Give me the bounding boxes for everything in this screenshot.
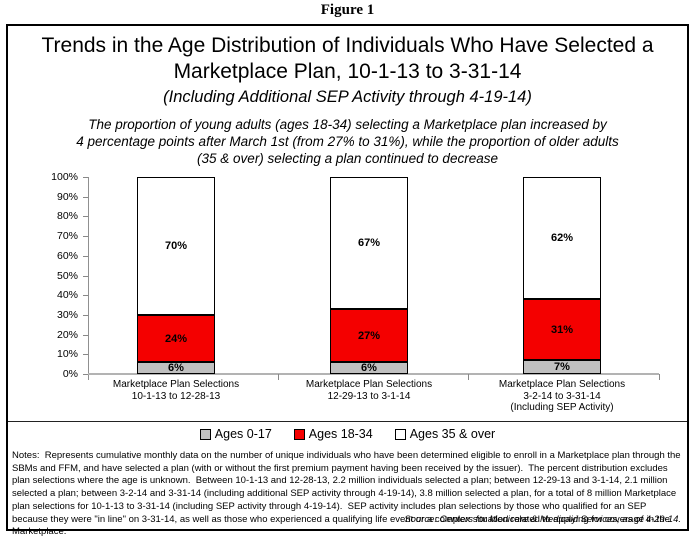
legend-label: Ages 0-17 [214,427,272,441]
legend-label: Ages 35 & over [409,427,496,441]
legend-swatch [394,428,406,440]
chart-subtitle: (Including Additional SEP Activity throu… [163,88,532,106]
chart-description: The proportion of young adults (ages 18-… [40,116,655,167]
legend-item: Ages 35 & over [394,427,496,441]
description-line-3: (35 & over) selecting a plan continued t… [197,151,498,166]
legend-item: Ages 0-17 [199,427,272,441]
notes-text: Notes: Represents cumulative monthly dat… [12,450,684,538]
source-text: Source: Centers for Medicare & Medicaid … [404,514,681,525]
chart-title-line-2: Marketplace Plan, 10-1-13 to 3-31-14 [173,60,522,83]
chart-legend: Ages 0-17 Ages 18-34 Ages 35 & over [0,427,695,441]
legend-swatch [199,428,211,440]
notes-divider-line [8,421,687,422]
chart-title-line-1: Trends in the Age Distribution of Indivi… [41,34,654,57]
chart-title-block: Trends in the Age Distribution of Indivi… [12,33,683,107]
legend-label: Ages 18-34 [308,427,373,441]
legend-item: Ages 18-34 [293,427,373,441]
description-line-2: 4 percentage points after March 1st (fro… [76,134,619,149]
figure-number-label: Figure 1 [320,2,375,18]
figure-border-box [6,24,689,531]
description-line-1: The proportion of young adults (ages 18-… [88,117,607,132]
legend-swatch [293,428,305,440]
